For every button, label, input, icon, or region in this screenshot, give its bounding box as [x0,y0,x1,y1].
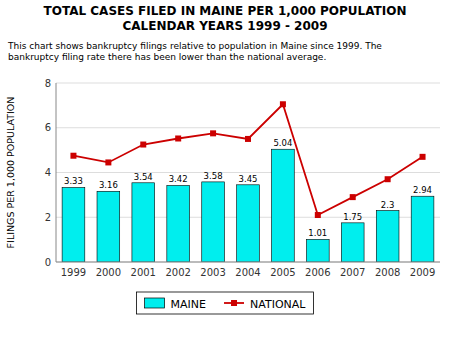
legend: MAINE NATIONAL [137,292,314,314]
title: CALENDAR YEARS 1999 - 2009 [122,19,327,33]
bar [411,196,434,262]
background [0,0,450,338]
legend-item: NATIONAL [224,298,306,311]
bar [167,185,190,262]
title: TOTAL CASES FILED IN MAINE PER 1,000 POP… [44,4,407,18]
marker [245,136,251,142]
x-tick-label: 2001 [131,267,156,278]
marker [315,212,321,218]
bar [202,182,225,262]
legend-label: MAINE [171,298,206,311]
data-label: 3.45 [239,174,258,184]
grid [56,83,440,262]
data-label: 3.42 [169,174,188,184]
y-tick-label: 4 [45,167,51,178]
line [73,104,422,215]
x-tick-label: 2004 [235,267,260,278]
legend-item: MAINE [145,298,206,311]
data-label: 3.16 [99,180,118,190]
x-tick-label: 2003 [200,267,225,278]
data-label: 1.01 [308,228,327,238]
data-label: 1.75 [343,212,362,222]
y-tick-label: 2 [45,212,51,223]
x-tick-label: 2008 [375,267,400,278]
y-tick-label: 8 [45,78,51,89]
x-tick-label: 2007 [340,267,365,278]
y-axis-label: FILINGS PER 1,000 POPULATION [5,97,16,249]
marker [420,154,426,160]
x-tick-label: 2002 [165,267,190,278]
x-tick-label: 2009 [410,267,435,278]
data-label: 2.3 [381,200,395,210]
x-axis-line [56,262,440,263]
chart: TOTAL CASES FILED IN MAINE PER 1,000 POP… [0,0,450,338]
marker [385,176,391,182]
data-label: 3.54 [134,172,153,182]
legend-swatch [145,298,165,308]
x-tick-label: 1999 [61,267,86,278]
data-label: 3.33 [64,176,83,186]
bar [272,149,295,262]
grid-line [56,83,440,84]
bar [341,223,364,262]
marker [105,159,111,165]
marker [210,130,216,136]
legend-frame [137,292,314,314]
x-tick-label: 2005 [270,267,295,278]
grid-line [56,262,440,263]
bar [132,183,155,262]
legend-marker [231,300,237,306]
subtitle: This chart shows bankruptcy filings rela… [7,41,382,51]
marker [140,142,146,148]
bar [62,187,85,262]
x-tick-label: 2000 [96,267,121,278]
grid-line [56,127,440,128]
marker [280,101,286,107]
data-label: 2.94 [413,185,432,195]
plot-area [62,101,434,262]
subtitle: bankruptcy filing rate there has been lo… [8,52,326,62]
y-tick-label: 6 [45,122,51,133]
marker [70,153,76,159]
bar [97,191,120,262]
bar [306,239,329,262]
y-axis-line [56,83,57,262]
marker [175,135,181,141]
data-labels: 3.33 3.16 3.54 3.42 3.58 3.45 5.04 1.01 1.75 2.3 2… [64,138,432,238]
x-tick-label: 2006 [305,267,330,278]
bar [376,211,399,262]
y-tick-label: 0 [45,257,51,268]
data-label: 3.58 [204,171,223,181]
data-label: 5.04 [273,138,292,148]
legend-label: NATIONAL [250,298,306,311]
bar [237,185,260,262]
marker [350,194,356,200]
